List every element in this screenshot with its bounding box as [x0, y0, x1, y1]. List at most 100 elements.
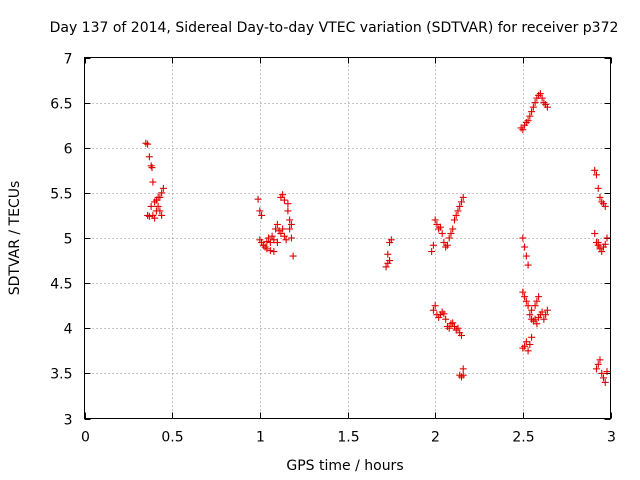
y-tick-label: 4 [64, 322, 73, 338]
data-point [538, 308, 546, 316]
data-point [286, 216, 294, 224]
data-point [459, 365, 467, 373]
data-point [147, 162, 155, 170]
data-point [445, 324, 453, 332]
data-point [454, 324, 462, 332]
data-point [279, 225, 287, 233]
data-point [154, 193, 162, 201]
data-point [596, 243, 604, 251]
x-tick-label: 0 [81, 430, 90, 446]
data-point [457, 373, 465, 381]
data-point [270, 236, 278, 244]
data-point [540, 315, 548, 323]
data-point [436, 223, 444, 231]
data-point [272, 225, 280, 233]
data-point [431, 216, 439, 224]
data-point [440, 239, 448, 247]
data-point [542, 311, 550, 319]
data-point [431, 302, 439, 310]
data-point [280, 196, 288, 204]
chart-title: Day 137 of 2014, Sidereal Day-to-day VTE… [50, 20, 619, 36]
data-point [156, 207, 164, 215]
data-point [287, 234, 295, 242]
data-point [519, 234, 527, 242]
data-point [147, 202, 155, 210]
axis-ticks: 0 0.5 1 1.5 2 2.5 3 3 3.5 4 4.5 5 5.5 6 6.5 7 [50, 52, 616, 446]
data-point [429, 241, 437, 249]
data-point [521, 293, 529, 301]
data-point [270, 248, 278, 256]
data-point [452, 211, 460, 219]
data-point [266, 247, 274, 255]
data-point [435, 225, 443, 233]
data-point [145, 153, 153, 161]
data-point [287, 220, 295, 228]
x-tick-label: 2 [431, 430, 440, 446]
data-point [449, 225, 457, 233]
data-point [529, 103, 537, 111]
data-point [273, 239, 281, 247]
data-point [263, 245, 271, 253]
x-tick-label: 1.5 [337, 430, 359, 446]
data-point [596, 356, 604, 364]
y-tick-label: 3 [64, 413, 73, 429]
data-point [438, 229, 446, 237]
y-tick-label: 4.5 [50, 277, 72, 293]
data-point [519, 126, 527, 134]
data-point [265, 234, 273, 242]
data-point [277, 229, 285, 237]
data-point [524, 347, 532, 355]
data-point [522, 297, 530, 305]
data-point [442, 315, 450, 323]
data-point [526, 112, 534, 120]
data-point [536, 90, 544, 98]
data-point [521, 342, 529, 350]
data-point [459, 193, 467, 201]
x-axis-label: GPS time / hours [286, 458, 403, 474]
data-point [528, 108, 536, 116]
data-point [158, 189, 166, 197]
y-axis-label: SDTVAR / TECUs [7, 181, 23, 296]
data-point [524, 302, 532, 310]
data-point [531, 99, 539, 107]
data-point [151, 198, 159, 206]
data-point [522, 252, 530, 260]
y-tick-label: 3.5 [50, 367, 72, 383]
data-point [543, 306, 551, 314]
data-point [151, 214, 159, 222]
data-point [280, 232, 288, 240]
data-point [524, 117, 532, 125]
data-point [261, 243, 269, 251]
data-point [591, 229, 599, 237]
data-point [282, 236, 290, 244]
data-point [289, 252, 297, 260]
data-point [459, 371, 467, 379]
data-point [149, 178, 157, 186]
data-point [533, 320, 541, 328]
data-point [279, 191, 287, 199]
data-point [447, 320, 455, 328]
data-point [429, 306, 437, 314]
data-point [457, 198, 465, 206]
data-point [442, 243, 450, 251]
data-point [531, 315, 539, 323]
data-point [535, 293, 543, 301]
data-point [601, 378, 609, 386]
data-point [543, 103, 551, 111]
data-point [538, 94, 546, 102]
data-point [286, 225, 294, 233]
data-point [450, 216, 458, 224]
x-tick-label: 1 [256, 430, 265, 446]
data-point [158, 211, 166, 219]
data-point [598, 369, 606, 377]
data-point [284, 200, 292, 208]
data-point [524, 261, 532, 269]
data-point [594, 184, 602, 192]
data-point [526, 311, 534, 319]
data-point [144, 140, 152, 148]
data-point [145, 212, 153, 220]
x-tick-label: 2.5 [512, 430, 534, 446]
data-point [594, 239, 602, 247]
data-point [159, 184, 167, 192]
